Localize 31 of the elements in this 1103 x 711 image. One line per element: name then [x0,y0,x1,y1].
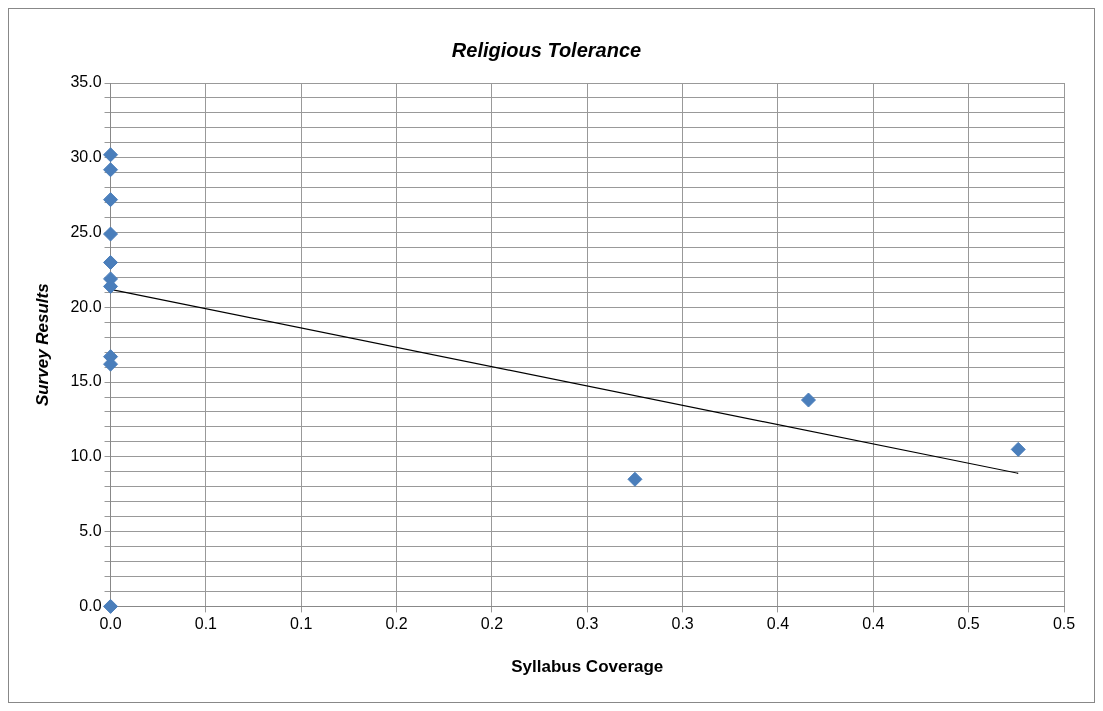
x-tick-label: 0.4 [862,615,885,633]
point [103,598,119,614]
y-tick-label: 15.0 [70,372,102,390]
y-tick-label: 20.0 [70,297,102,315]
point [103,226,119,242]
y-tick-label: 0.0 [79,596,102,614]
y-tick-label: 5.0 [79,522,102,540]
point [1010,441,1026,457]
y-tick-label: 10.0 [70,447,102,465]
y-axis-title: Survey Results [32,283,52,407]
x-tick-label: 0.2 [480,615,504,633]
x-tick-label: 0.4 [766,615,790,633]
x-tick-label: 0.5 [1052,615,1076,633]
x-tick-label: 0.0 [99,615,122,633]
x-tick-label: 0.3 [576,615,599,633]
y-tick-label: 25.0 [70,222,102,240]
x-tick-label: 0.1 [290,615,313,633]
point [627,471,643,487]
y-tick-label: 35.0 [70,73,102,91]
x-tick-label: 0.1 [194,615,218,633]
point [103,162,119,178]
x-tick-label: 0.2 [385,615,408,633]
x-axis-title: Syllabus Coverage [511,657,664,677]
point [103,147,119,163]
point [103,192,119,208]
x-tick-label: 0.3 [671,615,694,633]
y-tick-label: 30.0 [70,148,102,166]
point [800,392,816,408]
chart-title: Religious Tolerance [451,38,642,61]
x-tick-label: 0.5 [957,615,980,633]
point [103,254,119,270]
